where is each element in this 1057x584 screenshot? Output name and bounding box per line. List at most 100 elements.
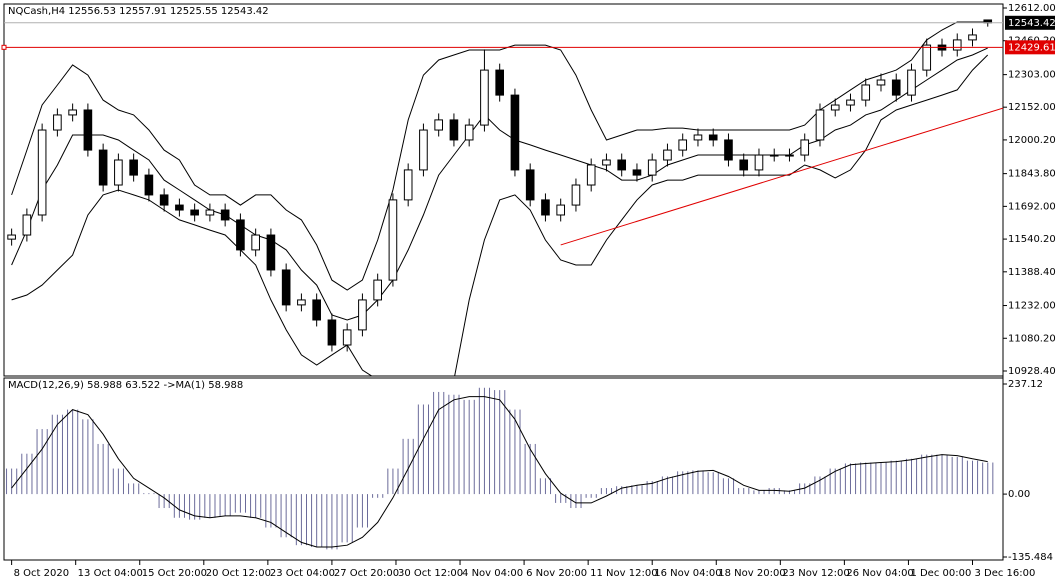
candle-body <box>739 159 749 171</box>
x-tick-label: 15 Oct 20:00 <box>142 568 207 579</box>
candle-body <box>586 164 596 186</box>
x-tick-label: 18 Nov 20:00 <box>718 568 785 579</box>
main-plot <box>7 19 1003 376</box>
candle-body <box>98 149 108 186</box>
candle-body <box>602 159 611 166</box>
candle-body <box>251 234 260 251</box>
candle-body <box>541 199 550 216</box>
candle-body <box>952 39 962 51</box>
candle-body <box>419 129 428 171</box>
candle-body <box>754 154 764 171</box>
hline-handle <box>1 44 7 50</box>
macd-plot <box>6 387 994 550</box>
y-tick-label: 12152.00 <box>1008 102 1056 113</box>
candle-body <box>342 329 352 346</box>
y-tick-label: 11843.80 <box>1008 169 1056 180</box>
y-tick-label: 11692.00 <box>1008 201 1056 212</box>
candle-body <box>281 269 291 306</box>
x-tick-label: 27 Oct 20:00 <box>334 568 399 579</box>
candle-body <box>525 169 535 201</box>
candle-body <box>266 234 276 271</box>
candle-body <box>617 159 627 171</box>
candle-body <box>968 34 977 41</box>
price-label: 12543.42 <box>1008 18 1056 29</box>
candle-body <box>708 134 718 141</box>
candle-body <box>190 209 199 216</box>
candle-body <box>769 154 779 157</box>
y-tick-label: 10928.40 <box>1008 366 1056 377</box>
x-tick-label: 20 Oct 12:00 <box>206 568 271 579</box>
trend-line <box>560 107 1003 246</box>
candle-body <box>7 234 16 240</box>
candle-body <box>480 69 489 126</box>
candle-body <box>358 299 367 331</box>
y-tick-label: 11080.20 <box>1008 333 1056 344</box>
y-tick-label: 11232.00 <box>1008 301 1056 312</box>
band-lower <box>11 54 989 376</box>
candle-body <box>83 109 93 151</box>
candle-body <box>861 84 871 101</box>
candle-body <box>68 109 77 116</box>
candle-body <box>495 69 505 96</box>
y-tick-label: 12303.00 <box>1008 70 1056 81</box>
x-tick-label: 23 Nov 12:00 <box>782 568 849 579</box>
candle-body <box>114 159 123 186</box>
signal-line <box>11 396 988 548</box>
candle-body <box>846 99 855 106</box>
candle-body <box>678 139 688 151</box>
candle-body <box>327 319 337 346</box>
hline-label: 12429.61 <box>1008 42 1056 53</box>
y-tick-label: 11540.20 <box>1008 234 1056 245</box>
candle-body <box>236 219 245 251</box>
x-tick-label: 11 Nov 12:00 <box>590 568 657 579</box>
candle-body <box>800 139 810 156</box>
candle-body <box>297 299 306 306</box>
candle-body <box>663 149 672 161</box>
candle-body <box>632 169 642 176</box>
x-tick-label: 3 Dec 16:00 <box>974 568 1035 579</box>
candle-body <box>53 114 62 131</box>
x-tick-label: 1 Dec 00:00 <box>910 568 971 579</box>
candle-body <box>403 169 413 201</box>
candle-body <box>647 159 657 176</box>
candle-body <box>373 279 382 301</box>
chart-title: NQCash,H4 12556.53 12557.91 12525.55 125… <box>8 6 269 17</box>
y-tick-label: -135.484 <box>1008 552 1053 563</box>
x-tick-label: 16 Nov 04:00 <box>654 568 721 579</box>
x-tick-label: 13 Oct 04:00 <box>78 568 143 579</box>
y-tick-label: 0.00 <box>1008 489 1030 500</box>
band-middle <box>11 47 988 321</box>
x-tick-label: 8 Oct 2020 <box>14 568 69 579</box>
candle-body <box>464 124 474 141</box>
candle-body <box>175 204 184 211</box>
candle-body <box>510 94 520 171</box>
band-upper <box>11 21 988 291</box>
y-tick-label: 12000.20 <box>1008 135 1056 146</box>
candle-body <box>891 79 901 96</box>
main-pane <box>3 3 1004 377</box>
candle-body <box>144 174 154 196</box>
candle-body <box>907 69 916 96</box>
x-tick-label: 23 Oct 04:00 <box>270 568 335 579</box>
candle-body <box>388 199 398 281</box>
x-tick-label: 6 Nov 20:00 <box>526 568 587 579</box>
x-tick-label: 4 Nov 04:00 <box>462 568 523 579</box>
candle-body <box>556 204 566 216</box>
x-tick-label: 26 Nov 04:00 <box>846 568 913 579</box>
y-tick-label: 12612.00 <box>1008 3 1056 14</box>
macd-title: MACD(12,26,9) 58.988 63.522 ->MA(1) 58.9… <box>8 380 243 391</box>
candle-body <box>724 139 733 161</box>
candle-body <box>37 129 47 216</box>
candle-body <box>449 119 459 141</box>
y-tick-label: 11388.40 <box>1008 267 1056 278</box>
candle-body <box>159 194 169 206</box>
candle-body <box>220 209 230 221</box>
y-tick-label: 237.12 <box>1008 379 1043 390</box>
candle-body <box>830 104 840 111</box>
candle-body <box>22 214 32 236</box>
candle-body <box>312 299 321 321</box>
x-tick-label: 30 Oct 12:00 <box>398 568 463 579</box>
candle-body <box>129 159 138 176</box>
candle-body <box>571 184 581 206</box>
